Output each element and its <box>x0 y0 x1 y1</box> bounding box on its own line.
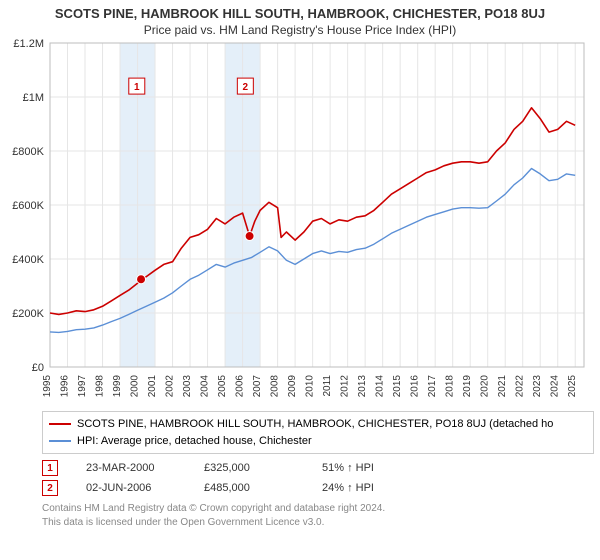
svg-text:2005: 2005 <box>217 375 228 398</box>
svg-text:£200K: £200K <box>12 308 44 320</box>
footer-line: Contains HM Land Registry data © Crown c… <box>42 502 594 516</box>
svg-text:1: 1 <box>134 82 140 93</box>
legend-swatch <box>49 423 71 425</box>
legend-label: SCOTS PINE, HAMBROOK HILL SOUTH, HAMBROO… <box>77 416 553 433</box>
footer: Contains HM Land Registry data © Crown c… <box>42 502 594 529</box>
transaction-date: 02-JUN-2006 <box>86 482 176 494</box>
svg-text:£600K: £600K <box>12 200 44 212</box>
svg-text:2004: 2004 <box>200 375 211 398</box>
svg-text:2015: 2015 <box>392 375 403 398</box>
svg-text:2000: 2000 <box>130 375 141 398</box>
svg-text:2023: 2023 <box>532 375 543 398</box>
transaction-date: 23-MAR-2000 <box>86 462 176 474</box>
chart-title: SCOTS PINE, HAMBROOK HILL SOUTH, HAMBROO… <box>0 6 600 21</box>
svg-text:2010: 2010 <box>305 375 316 398</box>
chart-area: £0 £200K £400K £600K £800K £1M £1.2M 1995 1996 19… <box>0 37 600 407</box>
marker-number-icon: 2 <box>42 480 58 496</box>
svg-text:1997: 1997 <box>77 375 88 398</box>
footer-line: This data is licensed under the Open Gov… <box>42 516 594 530</box>
svg-text:2009: 2009 <box>287 375 298 398</box>
transaction-price: £485,000 <box>204 482 294 494</box>
chart-subtitle: Price paid vs. HM Land Registry's House … <box>0 23 600 37</box>
legend-item: SCOTS PINE, HAMBROOK HILL SOUTH, HAMBROO… <box>49 416 587 433</box>
svg-text:2019: 2019 <box>462 375 473 398</box>
line-chart-svg: £0 £200K £400K £600K £800K £1M £1.2M 1995 1996 19… <box>0 37 590 407</box>
table-row: 1 23-MAR-2000 £325,000 51% ↑ HPI <box>42 460 594 476</box>
svg-text:2022: 2022 <box>515 375 526 398</box>
transactions-table: 1 23-MAR-2000 £325,000 51% ↑ HPI 2 02-JU… <box>42 460 594 496</box>
svg-text:2020: 2020 <box>480 375 491 398</box>
transaction-delta: 51% ↑ HPI <box>322 462 412 474</box>
svg-text:2012: 2012 <box>340 375 351 398</box>
svg-text:2007: 2007 <box>252 375 263 398</box>
legend-item: HPI: Average price, detached house, Chic… <box>49 433 587 450</box>
svg-text:1996: 1996 <box>60 375 71 398</box>
legend-label: HPI: Average price, detached house, Chic… <box>77 433 312 450</box>
svg-text:2002: 2002 <box>165 375 176 398</box>
svg-text:£0: £0 <box>32 362 44 374</box>
svg-text:2013: 2013 <box>357 375 368 398</box>
svg-text:£800K: £800K <box>12 146 44 158</box>
table-row: 2 02-JUN-2006 £485,000 24% ↑ HPI <box>42 480 594 496</box>
legend: SCOTS PINE, HAMBROOK HILL SOUTH, HAMBROO… <box>42 411 594 454</box>
transaction-price: £325,000 <box>204 462 294 474</box>
svg-text:£1.2M: £1.2M <box>13 38 44 50</box>
svg-text:2024: 2024 <box>550 375 561 398</box>
svg-text:£400K: £400K <box>12 254 44 266</box>
svg-text:2011: 2011 <box>322 375 333 397</box>
svg-text:2006: 2006 <box>235 375 246 398</box>
svg-text:1998: 1998 <box>95 375 106 398</box>
svg-text:2021: 2021 <box>497 375 508 398</box>
svg-text:2001: 2001 <box>147 375 158 398</box>
svg-text:2017: 2017 <box>427 375 438 398</box>
svg-text:2025: 2025 <box>567 375 578 398</box>
svg-text:£1M: £1M <box>23 92 44 104</box>
svg-text:2008: 2008 <box>270 375 281 398</box>
transaction-delta: 24% ↑ HPI <box>322 482 412 494</box>
svg-text:2018: 2018 <box>445 375 456 398</box>
svg-text:2: 2 <box>243 82 249 93</box>
svg-text:1999: 1999 <box>112 375 123 398</box>
svg-text:2003: 2003 <box>182 375 193 398</box>
marker-number-icon: 1 <box>42 460 58 476</box>
svg-text:1995: 1995 <box>42 375 53 398</box>
legend-swatch <box>49 440 71 442</box>
svg-text:2014: 2014 <box>375 375 386 398</box>
svg-text:2016: 2016 <box>410 375 421 398</box>
